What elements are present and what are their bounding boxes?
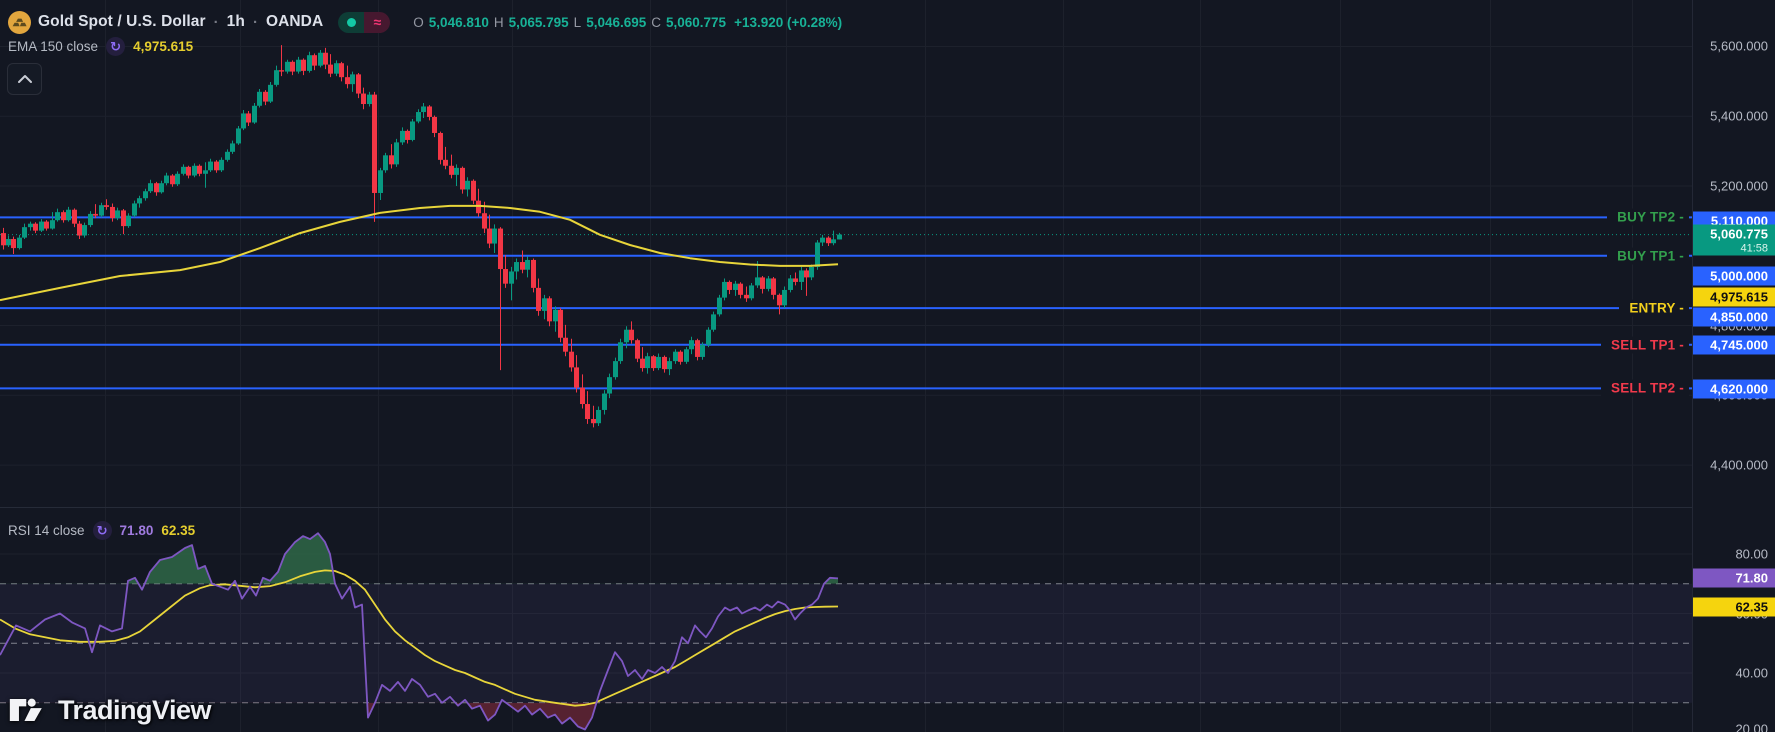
market-status-icon[interactable] [338,11,365,33]
collapse-pane-button[interactable] [7,63,42,95]
rsi-lines [0,532,839,731]
high-label: H [493,14,504,30]
gold-instrument-icon [8,10,31,34]
level-label-buy-tp1[interactable]: BUY TP1 - [1607,247,1689,265]
candles-layer [1,45,842,428]
axis-label-4620000: 4,620.000 [1693,379,1775,399]
close-label: C [651,14,661,30]
ema-line [0,204,839,302]
open-label: O [413,14,424,30]
axis-label-4745000: 4,745.000 [1693,335,1775,355]
symbol-title[interactable]: Gold Spot / U.S. Dollar [38,13,206,30]
level-lines [0,216,1692,390]
ema-legend-title: EMA 150 close [8,39,99,54]
rsi-dashed-levels [0,583,1692,704]
rsi-ma-line [0,569,839,707]
sync-icon: ↻ [92,521,112,540]
low-value: 5,046.695 [586,14,647,30]
price-scale[interactable]: 5,600.0005,400.0005,200.0004,800.0004,60… [1692,0,1775,732]
exchange[interactable]: OANDA [265,13,324,30]
axis-label-5000000: 5,000.000 [1693,266,1775,286]
rsi-legend-title: RSI 14 close [8,523,85,538]
ohlc-readout: O 5,046.810 H 5,065.795 L 5,046.695 C 5,… [413,15,842,30]
status-badges: ≈ [338,11,391,33]
symbol-header: Gold Spot / U.S. Dollar · 1h · OANDA ≈ O… [8,9,842,35]
rsi-indicator-legend[interactable]: RSI 14 close ↻ 71.80 62.35 [8,521,195,540]
level-label-sell-tp2[interactable]: SELL TP2 - [1600,379,1689,397]
tradingview-logo-icon [9,698,42,721]
axis-label-7180: 71.80 [1693,568,1775,588]
axis-label-5600000: 5,600.000 [1710,38,1768,54]
delayed-data-icon[interactable]: ≈ [364,11,391,33]
tradingview-logo-text: TradingView [58,694,212,725]
timeframe[interactable]: 1h [226,13,245,30]
high-value: 5,065.795 [508,14,569,30]
low-label: L [573,14,582,30]
separator: · [213,13,219,31]
rsi-line [0,532,839,731]
level-label-buy-tp2[interactable]: BUY TP2 - [1607,208,1689,226]
rsi-ma-value: 62.35 [161,523,196,538]
change-value: +13.920 (+0.28%) [734,14,843,30]
open-value: 5,046.810 [428,14,489,30]
current-price-label: 5,060.775 41:58 [1693,224,1775,256]
tradingview-logo[interactable]: TradingView [8,694,212,726]
ema-indicator-legend[interactable]: EMA 150 close ↻ 4,975.615 [8,37,193,56]
grid-lines [0,0,1692,732]
axis-label-5400000: 5,400.000 [1710,108,1768,124]
axis-label-5200000: 5,200.000 [1710,178,1768,194]
level-label-entry[interactable]: ENTRY - [1619,299,1689,317]
ema-value: 4,975.615 [133,39,194,54]
separator: · [252,13,258,31]
bar-countdown: 41:58 [1740,242,1768,255]
axis-label-8000: 80.00 [1735,546,1768,562]
level-label-sell-tp1[interactable]: SELL TP1 - [1600,336,1689,354]
axis-label-6235: 62.35 [1693,597,1775,617]
axis-label-4975615: 4,975.615 [1693,287,1775,307]
axis-label-2000: 20.00 [1735,721,1768,732]
rsi-value: 71.80 [119,523,154,538]
axis-label-4400000: 4,400.000 [1710,457,1768,473]
sync-icon: ↻ [106,37,126,56]
chevron-up-icon [17,75,32,83]
close-value: 5,060.775 [666,14,727,30]
axis-label-4000: 40.00 [1735,665,1768,681]
axis-label-4850000: 4,850.000 [1693,307,1775,327]
